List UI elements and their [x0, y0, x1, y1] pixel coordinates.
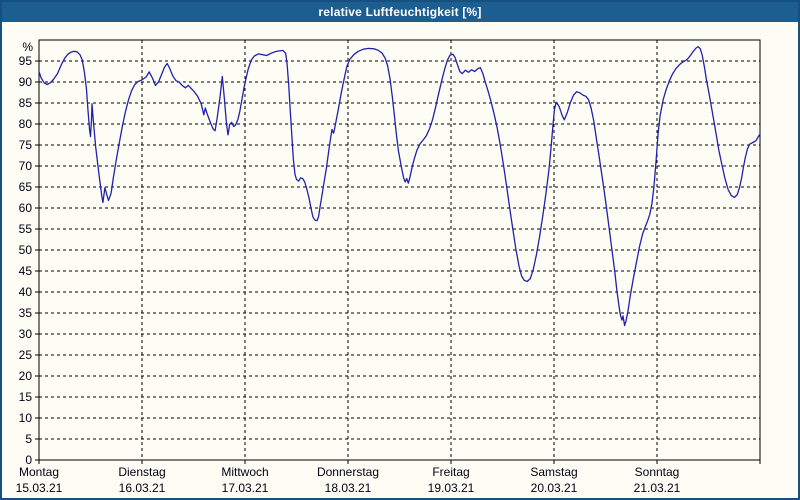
y-tick-label: 30: [19, 327, 33, 341]
chart-title: relative Luftfeuchtigkeit [%]: [318, 5, 482, 19]
y-tick-label: 50: [19, 243, 33, 257]
x-day-label: Donnerstag: [317, 465, 379, 479]
y-tick-label: 45: [19, 264, 33, 278]
x-day-label: Mittwoch: [221, 465, 268, 479]
humidity-series-line: [38, 46, 761, 327]
x-day-label: Freitag: [432, 465, 469, 479]
title-bar: relative Luftfeuchtigkeit [%]: [2, 2, 798, 22]
y-tick-label: 95: [19, 54, 33, 68]
y-tick-label: 25: [19, 348, 33, 362]
y-tick-label: 60: [19, 201, 33, 215]
y-axis-unit-label: %: [22, 40, 33, 54]
x-date-label: 18.03.21: [325, 481, 372, 495]
y-tick-label: 0: [25, 453, 32, 467]
y-tick-label: 5: [25, 432, 32, 446]
y-tick-label: 10: [19, 411, 33, 425]
y-tick-label: 75: [19, 138, 33, 152]
y-tick-label: 15: [19, 390, 33, 404]
x-date-label: 20.03.21: [531, 481, 578, 495]
y-tick-label: 90: [19, 75, 33, 89]
y-tick-label: 80: [19, 117, 33, 131]
x-date-label: 17.03.21: [222, 481, 269, 495]
y-tick-label: 20: [19, 369, 33, 383]
y-tick-label: 65: [19, 180, 33, 194]
y-tick-label: 70: [19, 159, 33, 173]
y-tick-label: 55: [19, 222, 33, 236]
y-tick-label: 35: [19, 306, 33, 320]
x-date-label: 16.03.21: [119, 481, 166, 495]
x-date-label: 21.03.21: [634, 481, 681, 495]
x-day-label: Samstag: [530, 465, 577, 479]
x-day-label: Montag: [19, 465, 59, 479]
x-day-label: Sonntag: [635, 465, 680, 479]
y-tick-label: 85: [19, 96, 33, 110]
y-tick-label: 40: [19, 285, 33, 299]
x-date-label: 19.03.21: [428, 481, 475, 495]
x-day-label: Dienstag: [118, 465, 165, 479]
x-date-label: 15.03.21: [16, 481, 63, 495]
